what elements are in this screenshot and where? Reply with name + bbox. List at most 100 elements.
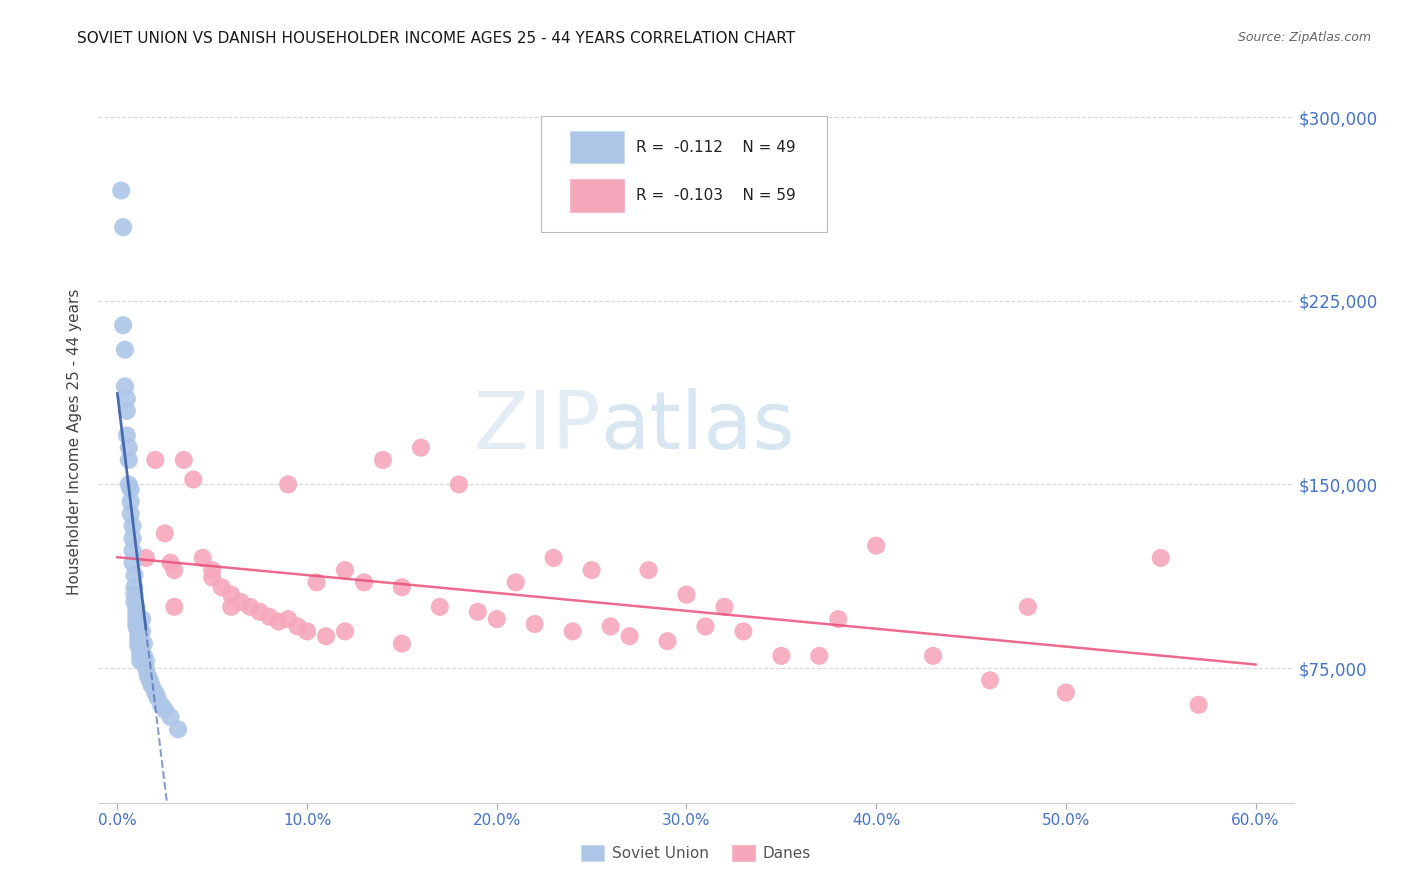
Point [121,531,143,545]
Point [143,453,166,467]
FancyBboxPatch shape [571,131,624,163]
FancyBboxPatch shape [541,116,827,232]
Point [543,550,565,565]
Point [114,379,136,393]
Point [371,453,394,467]
Point [125,599,148,614]
Point [979,673,1001,688]
Point [657,634,679,648]
Point [211,580,233,594]
Point [167,723,190,737]
Point [277,612,299,626]
Point [277,477,299,491]
Point [808,648,831,663]
Point [581,563,603,577]
Point [153,526,176,541]
Point [391,580,413,594]
Point [124,568,146,582]
Point [1150,550,1173,565]
Point [485,612,508,626]
Point [124,580,146,594]
Point [249,605,271,619]
Point [118,441,141,455]
Point [333,563,356,577]
Point [141,678,163,692]
Text: R =  -0.103    N = 59: R = -0.103 N = 59 [637,188,796,203]
Point [138,673,160,688]
Point [112,220,135,235]
Point [127,629,149,643]
Point [181,473,204,487]
Point [619,629,641,643]
Point [770,648,793,663]
Point [561,624,583,639]
Point [315,629,337,643]
Point [827,612,849,626]
Point [201,563,224,577]
Point [447,477,470,491]
Point [219,599,242,614]
Point [153,703,176,717]
Point [429,599,451,614]
Legend: Soviet Union, Danes: Soviet Union, Danes [575,839,817,867]
Point [129,654,152,668]
Point [146,690,169,705]
Point [135,550,157,565]
Point [257,609,280,624]
Point [112,318,135,333]
Point [1054,685,1077,699]
Point [409,441,432,455]
Point [132,648,155,663]
Point [115,428,138,442]
Text: SOVIET UNION VS DANISH HOUSEHOLDER INCOME AGES 25 - 44 YEARS CORRELATION CHART: SOVIET UNION VS DANISH HOUSEHOLDER INCOM… [77,31,796,46]
Point [865,539,887,553]
Point [120,507,142,521]
Point [115,392,138,406]
Text: ZIP: ZIP [472,388,600,467]
Point [637,563,659,577]
Point [131,612,153,626]
Point [127,639,149,653]
Point [733,624,755,639]
Point [173,453,195,467]
Point [124,595,146,609]
Point [287,619,309,633]
Point [115,404,138,418]
Point [127,624,149,639]
Text: R =  -0.112    N = 49: R = -0.112 N = 49 [637,140,796,154]
Point [136,668,159,682]
Point [120,494,142,508]
Point [121,543,143,558]
Point [267,615,290,629]
Point [159,710,181,724]
Point [124,588,146,602]
Point [1188,698,1211,712]
Point [121,556,143,570]
Point [159,556,181,570]
Point [125,609,148,624]
Point [1017,599,1039,614]
Point [353,575,375,590]
Point [505,575,527,590]
Point [191,550,214,565]
Point [131,624,153,639]
Point [229,595,252,609]
Point [110,184,132,198]
Point [219,588,242,602]
Point [391,637,413,651]
Point [129,648,152,663]
Point [135,661,157,675]
Point [333,624,356,639]
Point [922,648,945,663]
Point [143,685,166,699]
Point [163,563,186,577]
Point [467,605,489,619]
Point [127,634,149,648]
Point [295,624,318,639]
Point [125,605,148,619]
Point [239,599,262,614]
Point [121,519,143,533]
Point [695,619,717,633]
Point [201,570,224,584]
Point [135,654,157,668]
